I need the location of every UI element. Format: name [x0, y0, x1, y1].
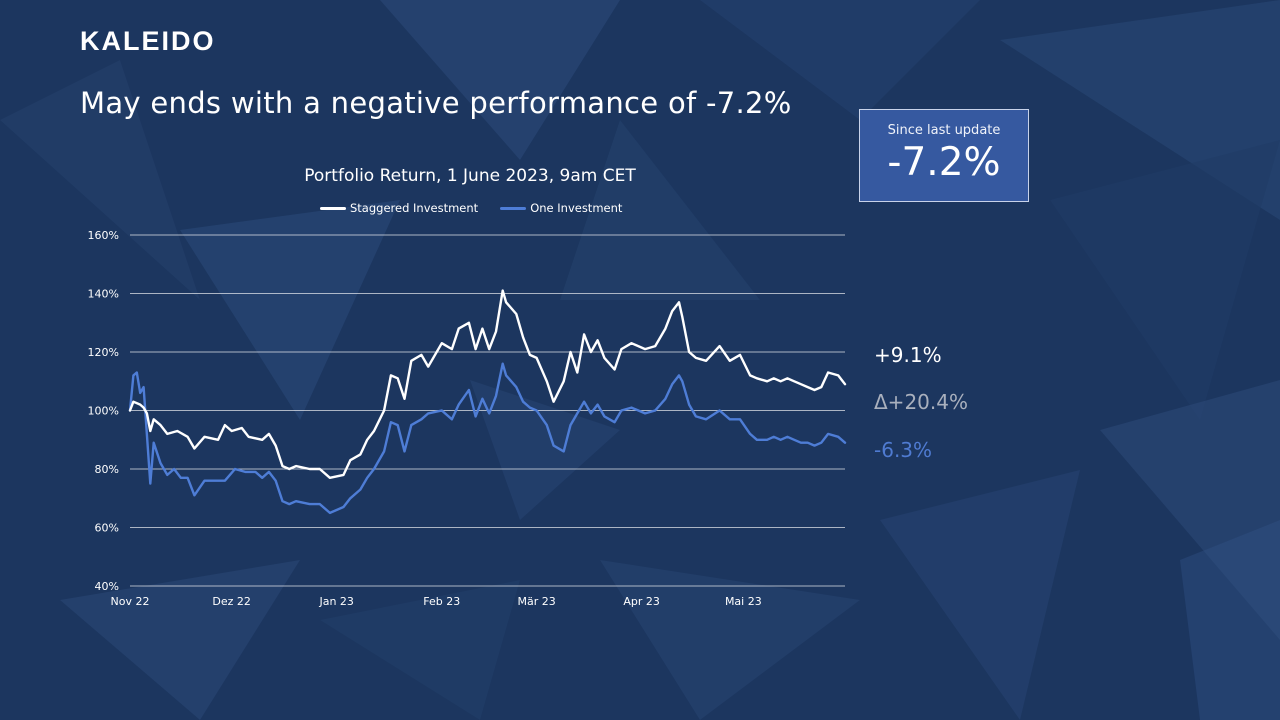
x-tick-label: Dez 22	[212, 595, 251, 608]
x-tick-label: Nov 22	[111, 595, 150, 608]
x-tick-label: Feb 23	[423, 595, 460, 608]
x-tick-label: Apr 23	[623, 595, 660, 608]
y-tick-label: 120%	[88, 346, 119, 359]
y-tick-label: 40%	[95, 580, 119, 593]
legend-swatch-one	[500, 206, 527, 210]
summary-staggered-return: +9.1%	[874, 343, 942, 367]
page-headline: May ends with a negative performance of …	[80, 86, 792, 120]
update-value: -7.2%	[887, 140, 1001, 185]
y-tick-label: 100%	[88, 405, 119, 418]
legend-item-staggered: Staggered Investment	[320, 201, 478, 215]
legend-label-one: One Investment	[530, 201, 623, 215]
y-tick-label: 160%	[88, 229, 119, 242]
series-line-one-investment	[128, 362, 847, 515]
chart-title: Portfolio Return, 1 June 2023, 9am CET	[304, 166, 636, 186]
summary-one-return: -6.3%	[874, 438, 933, 462]
series-line-staggered-investment	[128, 289, 847, 479]
x-tick-label: Mai 23	[725, 595, 762, 608]
x-tick-label: Jan 23	[318, 595, 353, 608]
chart-legend: Staggered Investment One Investment	[320, 201, 622, 215]
legend-swatch-staggered	[320, 206, 346, 210]
legend-item-one: One Investment	[500, 201, 622, 215]
y-tick-label: 80%	[95, 463, 119, 476]
x-tick-label: Mär 23	[518, 595, 556, 608]
legend-label-staggered: Staggered Investment	[350, 201, 479, 215]
y-tick-label: 140%	[88, 288, 119, 301]
summary-delta: Δ+20.4%	[874, 390, 968, 414]
brand-logo: KALEIDO	[80, 26, 216, 56]
update-label: Since last update	[887, 123, 1001, 138]
y-tick-label: 60%	[95, 522, 119, 535]
since-last-update-box: Since last update -7.2%	[859, 109, 1029, 202]
